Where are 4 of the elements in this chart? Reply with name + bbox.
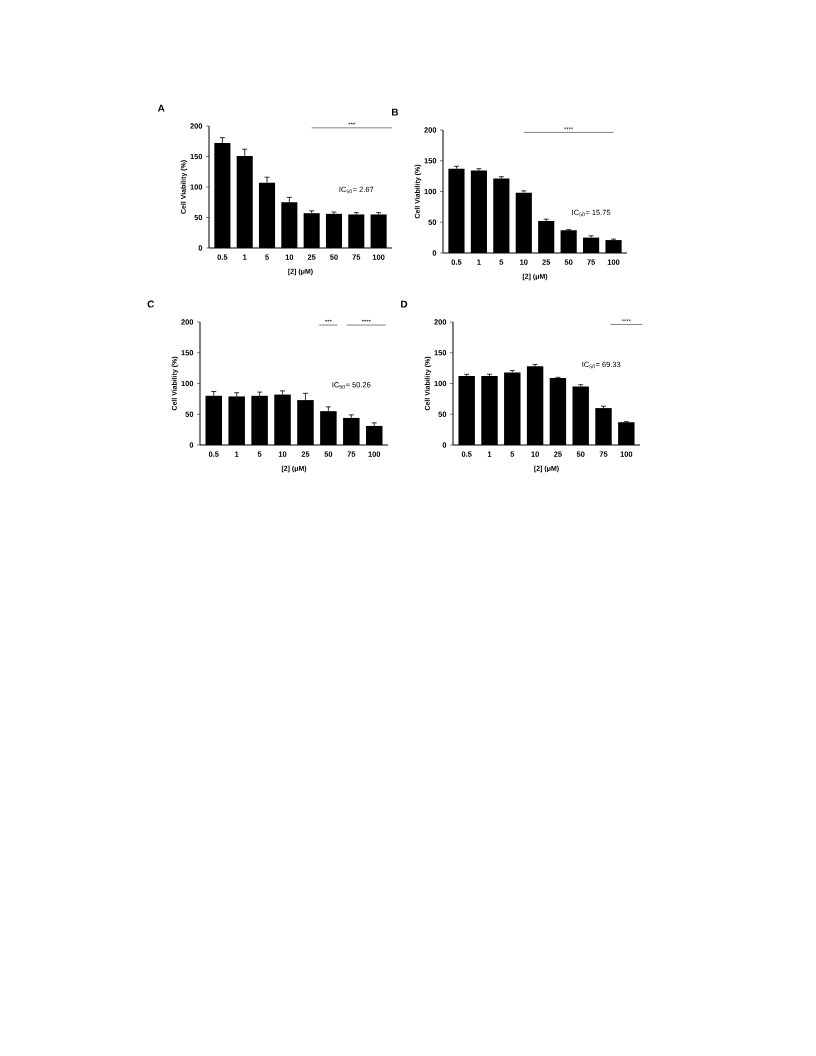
chart-title: D: [401, 300, 408, 308]
chart-title: C: [147, 300, 155, 308]
chart-title: B: [392, 108, 399, 116]
chart-title: A: [157, 104, 165, 112]
